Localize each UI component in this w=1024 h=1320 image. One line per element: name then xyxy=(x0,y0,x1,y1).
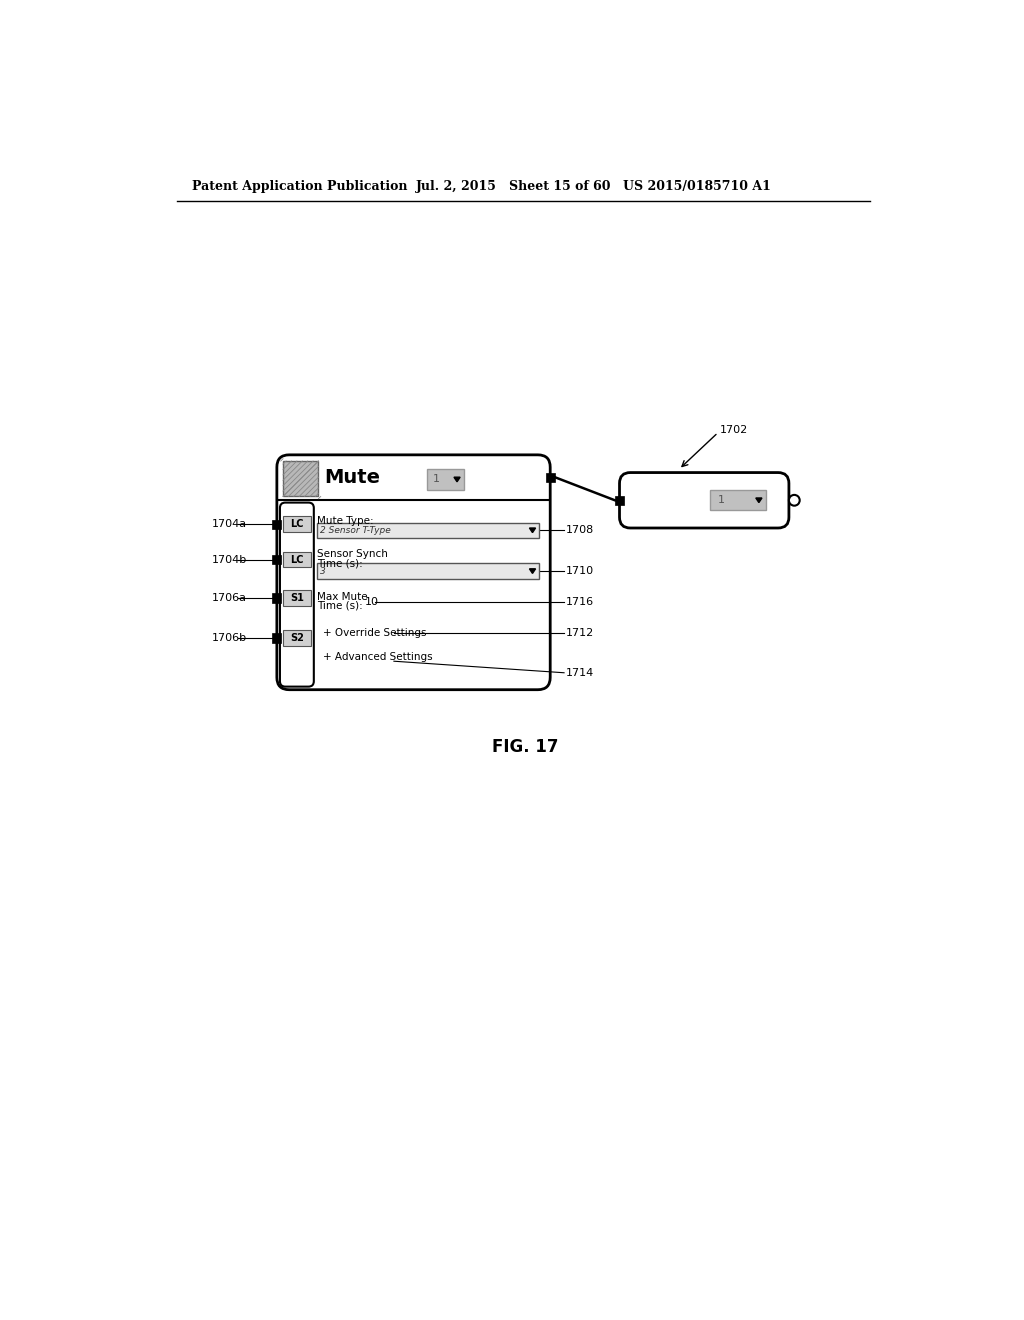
FancyBboxPatch shape xyxy=(276,455,550,689)
Polygon shape xyxy=(529,528,536,533)
Circle shape xyxy=(788,495,800,506)
Text: Jul. 2, 2015   Sheet 15 of 60: Jul. 2, 2015 Sheet 15 of 60 xyxy=(416,181,611,194)
Bar xyxy=(272,594,282,603)
Bar xyxy=(283,461,318,496)
Text: 1706b: 1706b xyxy=(211,634,247,643)
Text: Patent Application Publication: Patent Application Publication xyxy=(193,181,408,194)
Text: 1710: 1710 xyxy=(565,566,594,576)
Text: Mute Type:: Mute Type: xyxy=(316,516,374,527)
Bar xyxy=(272,520,282,529)
Text: 1704b: 1704b xyxy=(211,554,247,565)
Bar xyxy=(283,516,310,532)
Text: 1716: 1716 xyxy=(565,597,594,607)
Text: 1712: 1712 xyxy=(565,628,594,638)
Bar xyxy=(427,470,464,490)
Text: 1: 1 xyxy=(718,495,725,506)
Text: S1: S1 xyxy=(290,593,304,603)
Text: FIG. 17: FIG. 17 xyxy=(492,738,558,756)
Text: Time (s):: Time (s): xyxy=(316,558,362,569)
Text: 1704a: 1704a xyxy=(211,519,247,529)
Text: + Advanced Settings: + Advanced Settings xyxy=(323,652,433,663)
Bar xyxy=(316,523,540,539)
Bar xyxy=(272,554,282,564)
FancyBboxPatch shape xyxy=(280,503,313,686)
Text: 2 Sensor T-Type: 2 Sensor T-Type xyxy=(319,525,391,535)
Text: S2: S2 xyxy=(290,634,304,643)
Polygon shape xyxy=(529,569,536,573)
Text: 1714: 1714 xyxy=(565,668,594,677)
Bar xyxy=(711,490,766,511)
Text: LC: LC xyxy=(290,554,304,565)
Text: Max Mute: Max Mute xyxy=(316,591,368,602)
Text: 3: 3 xyxy=(319,566,326,576)
Bar xyxy=(283,552,310,568)
Text: Time (s):: Time (s): xyxy=(316,601,362,611)
Bar xyxy=(546,473,555,482)
Text: Sensor Synch: Sensor Synch xyxy=(316,549,388,560)
Bar xyxy=(316,564,540,579)
Text: 1702: 1702 xyxy=(720,425,748,436)
Text: 10: 10 xyxy=(365,597,379,607)
Text: 1: 1 xyxy=(433,474,439,484)
Bar xyxy=(283,631,310,645)
Text: 1706a: 1706a xyxy=(211,593,247,603)
Bar xyxy=(614,496,625,506)
Polygon shape xyxy=(454,478,460,482)
Bar xyxy=(283,590,310,606)
Text: 1708: 1708 xyxy=(565,525,594,536)
Text: + Override Settings: + Override Settings xyxy=(323,628,427,638)
Text: Mute: Mute xyxy=(325,467,381,487)
FancyBboxPatch shape xyxy=(620,473,788,528)
Text: LC: LC xyxy=(290,519,304,529)
Bar xyxy=(272,634,282,643)
Polygon shape xyxy=(756,498,762,503)
Text: US 2015/0185710 A1: US 2015/0185710 A1 xyxy=(624,181,771,194)
